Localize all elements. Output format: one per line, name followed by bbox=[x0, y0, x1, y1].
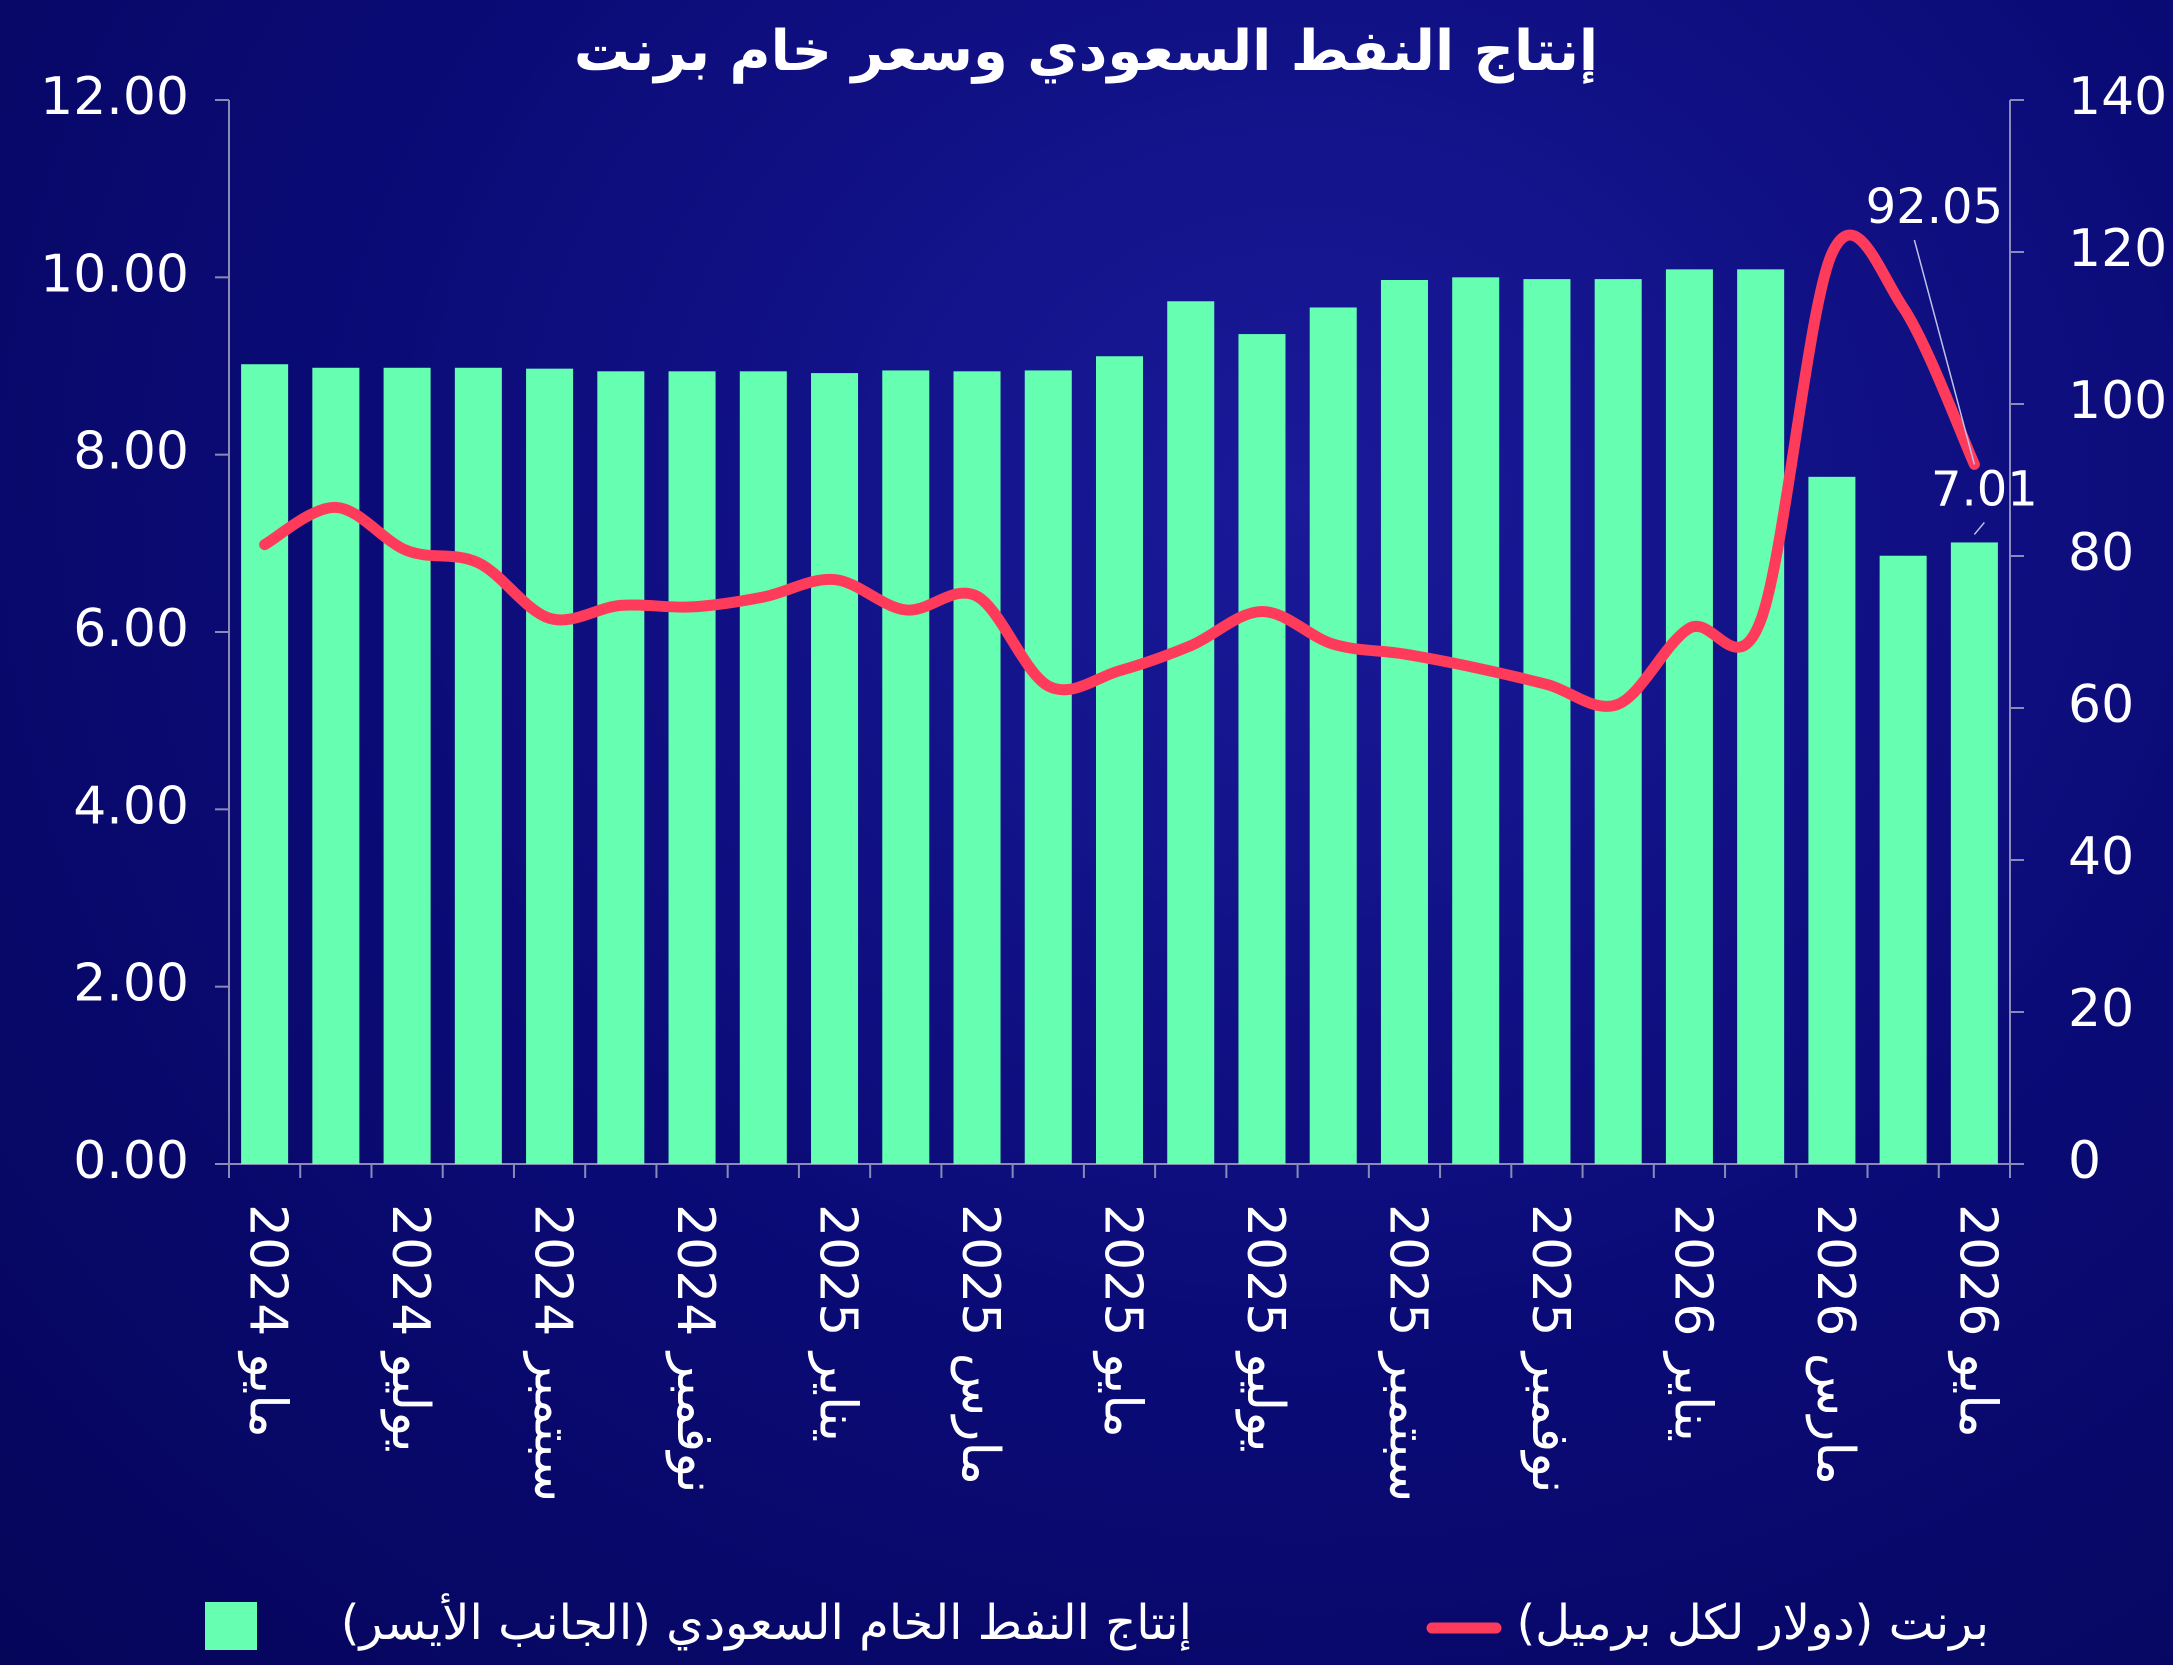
bar bbox=[1808, 476, 1856, 1164]
bar bbox=[882, 370, 930, 1164]
x-tick-label: مايو 2025 bbox=[1093, 1204, 1153, 1438]
bar bbox=[1238, 334, 1286, 1165]
legend-label: برنت (دولار لكل برميل) bbox=[1516, 1595, 1989, 1651]
y2-tick-label: 80 bbox=[2068, 523, 2134, 583]
data-label: 92.05 bbox=[1866, 179, 2003, 235]
x-tick-label: سبتمبر 2024 bbox=[523, 1204, 583, 1502]
bar bbox=[1879, 555, 1927, 1164]
x-tick-label: نوفمبر 2025 bbox=[1520, 1204, 1580, 1494]
bar bbox=[1309, 307, 1357, 1165]
bar bbox=[811, 373, 859, 1164]
y-tick-label: 0.00 bbox=[73, 1131, 189, 1191]
bar bbox=[241, 364, 289, 1164]
x-tick-label: يوليو 2025 bbox=[1235, 1204, 1295, 1453]
chart-title: إنتاج النفط السعودي وسعر خام برنت bbox=[574, 19, 1598, 84]
y-tick-label: 12.00 bbox=[40, 67, 189, 127]
x-tick-label: مايو 2024 bbox=[238, 1204, 298, 1438]
bar bbox=[526, 368, 574, 1164]
bar bbox=[1452, 277, 1500, 1164]
x-tick-label: يوليو 2024 bbox=[380, 1204, 440, 1453]
bar bbox=[312, 367, 360, 1165]
bar bbox=[1737, 269, 1785, 1164]
bar bbox=[1095, 356, 1144, 1164]
x-tick-label: مارس 2026 bbox=[1805, 1204, 1865, 1485]
bar bbox=[1380, 279, 1428, 1164]
bar bbox=[1523, 279, 1571, 1164]
line bbox=[259, 229, 1980, 712]
x-tick-label: نوفمبر 2024 bbox=[665, 1204, 725, 1494]
bar bbox=[454, 367, 502, 1165]
bar bbox=[1665, 269, 1713, 1164]
annotation-leader bbox=[1913, 239, 1976, 465]
bar bbox=[1024, 370, 1072, 1164]
bar bbox=[1594, 279, 1642, 1164]
data-label: 7.01 bbox=[1931, 461, 2038, 517]
y2-tick-label: 100 bbox=[2068, 371, 2167, 431]
legend-label: إنتاج النفط الخام السعودي (الجانب الأيسر… bbox=[341, 1592, 1192, 1651]
legend-swatch bbox=[205, 1602, 257, 1650]
x-tick-label: سبتمبر 2025 bbox=[1377, 1204, 1437, 1502]
x-tick-label: يناير 2026 bbox=[1662, 1204, 1722, 1442]
y-tick-label: 4.00 bbox=[73, 776, 189, 836]
y-tick-label: 2.00 bbox=[73, 954, 189, 1014]
y-tick-label: 6.00 bbox=[73, 599, 189, 659]
y2-tick-label: 40 bbox=[2068, 827, 2134, 887]
bar bbox=[597, 371, 645, 1164]
bar bbox=[668, 371, 716, 1164]
y2-tick-label: 20 bbox=[2068, 979, 2134, 1039]
bar bbox=[1167, 301, 1215, 1165]
y2-tick-label: 120 bbox=[2068, 219, 2167, 279]
x-tick-label: مارس 2025 bbox=[950, 1204, 1010, 1485]
x-tick-label: يناير 2025 bbox=[808, 1204, 868, 1442]
bar bbox=[1950, 542, 1998, 1164]
y-tick-label: 10.00 bbox=[40, 244, 189, 304]
annotation-leader bbox=[1973, 521, 1985, 535]
bar bbox=[739, 371, 787, 1164]
y2-tick-label: 0 bbox=[2068, 1131, 2101, 1191]
bar bbox=[953, 371, 1001, 1164]
y2-tick-label: 140 bbox=[2068, 67, 2167, 127]
y-tick-label: 8.00 bbox=[73, 422, 189, 482]
x-tick-label: مايو 2026 bbox=[1947, 1204, 2007, 1438]
bar bbox=[383, 367, 431, 1165]
y2-tick-label: 60 bbox=[2068, 675, 2134, 735]
